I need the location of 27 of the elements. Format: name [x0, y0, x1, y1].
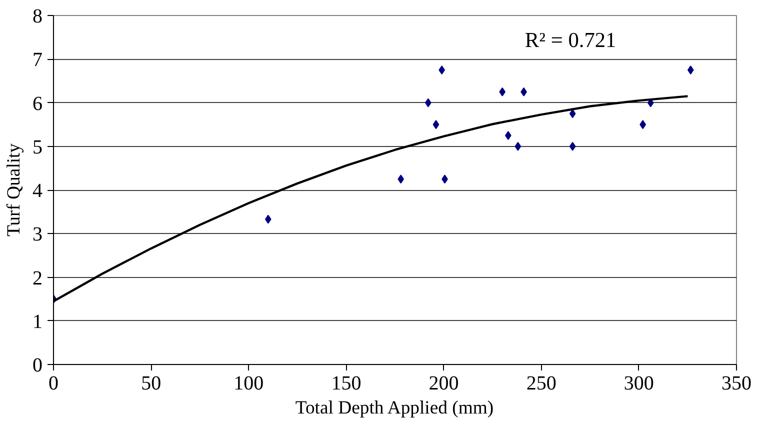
point — [514, 142, 522, 151]
point — [687, 66, 694, 75]
x-tick-label: 250 — [526, 372, 556, 394]
x-tick-label: 150 — [331, 372, 362, 394]
x-tick-label: 0 — [48, 372, 58, 394]
point — [264, 214, 272, 224]
y-tick-label: 5 — [32, 136, 42, 158]
y-tick-label: 1 — [32, 310, 42, 333]
point — [432, 120, 440, 130]
annotation: R² = 0.721 — [524, 28, 616, 52]
y-tick-label: 2 — [32, 267, 42, 290]
point — [398, 174, 404, 184]
x-tick-label: 200 — [428, 372, 459, 394]
x-tick-label: 100 — [234, 372, 264, 394]
point — [569, 142, 576, 151]
y-tick-label: 7 — [32, 49, 42, 72]
y-tick-label: 6 — [32, 92, 42, 115]
y-tick-label: 0 — [32, 354, 42, 376]
x-tick-label: 350 — [722, 372, 752, 394]
x-tick-label: 300 — [624, 372, 654, 394]
x-axis-title: Total Depth Applied (mm) — [295, 398, 494, 418]
x-tick-label: 50 — [141, 372, 162, 394]
y-tick-label: 4 — [32, 180, 42, 202]
point — [569, 109, 576, 118]
y-tick-label: 3 — [32, 224, 42, 246]
y-axis-title: Turf Quality — [4, 142, 24, 237]
y-tick-label: 8 — [32, 6, 42, 28]
